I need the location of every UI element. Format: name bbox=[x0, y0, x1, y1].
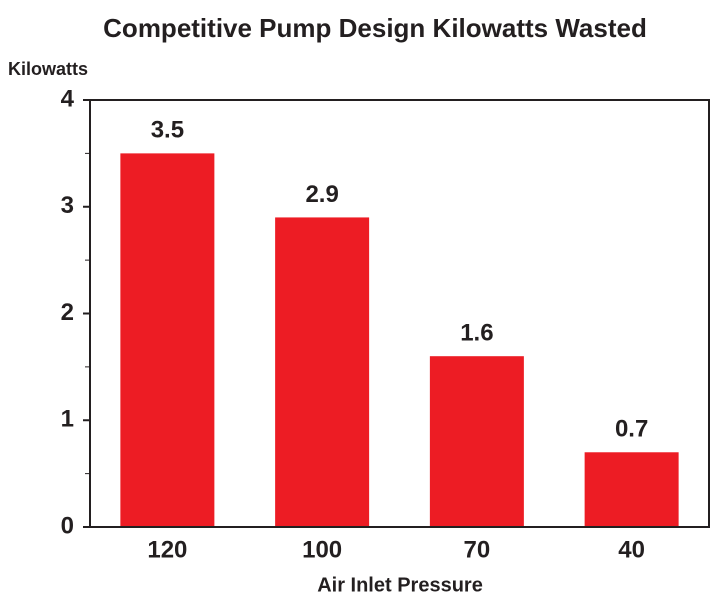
y-tick-label: 0 bbox=[61, 512, 74, 539]
x-axis-title: Air Inlet Pressure bbox=[317, 574, 483, 596]
y-tick-label: 4 bbox=[61, 85, 75, 112]
value-label: 0.7 bbox=[615, 416, 648, 443]
chart-title: Competitive Pump Design Kilowatts Wasted bbox=[103, 13, 647, 43]
bar bbox=[584, 452, 679, 527]
y-tick-label: 2 bbox=[61, 299, 74, 326]
value-label: 1.6 bbox=[460, 320, 493, 347]
x-tick-label: 120 bbox=[147, 536, 187, 563]
bar bbox=[120, 153, 215, 527]
bar bbox=[429, 356, 524, 527]
bar bbox=[275, 217, 370, 528]
y-tick-label: 3 bbox=[61, 192, 74, 219]
value-label: 3.5 bbox=[151, 117, 184, 144]
y-axis-title: Kilowatts bbox=[8, 59, 88, 79]
x-tick-label: 40 bbox=[618, 536, 645, 563]
x-tick-label: 100 bbox=[302, 536, 342, 563]
y-tick-label: 1 bbox=[61, 406, 74, 433]
value-label: 2.9 bbox=[305, 181, 338, 208]
x-tick-label: 70 bbox=[464, 536, 491, 563]
